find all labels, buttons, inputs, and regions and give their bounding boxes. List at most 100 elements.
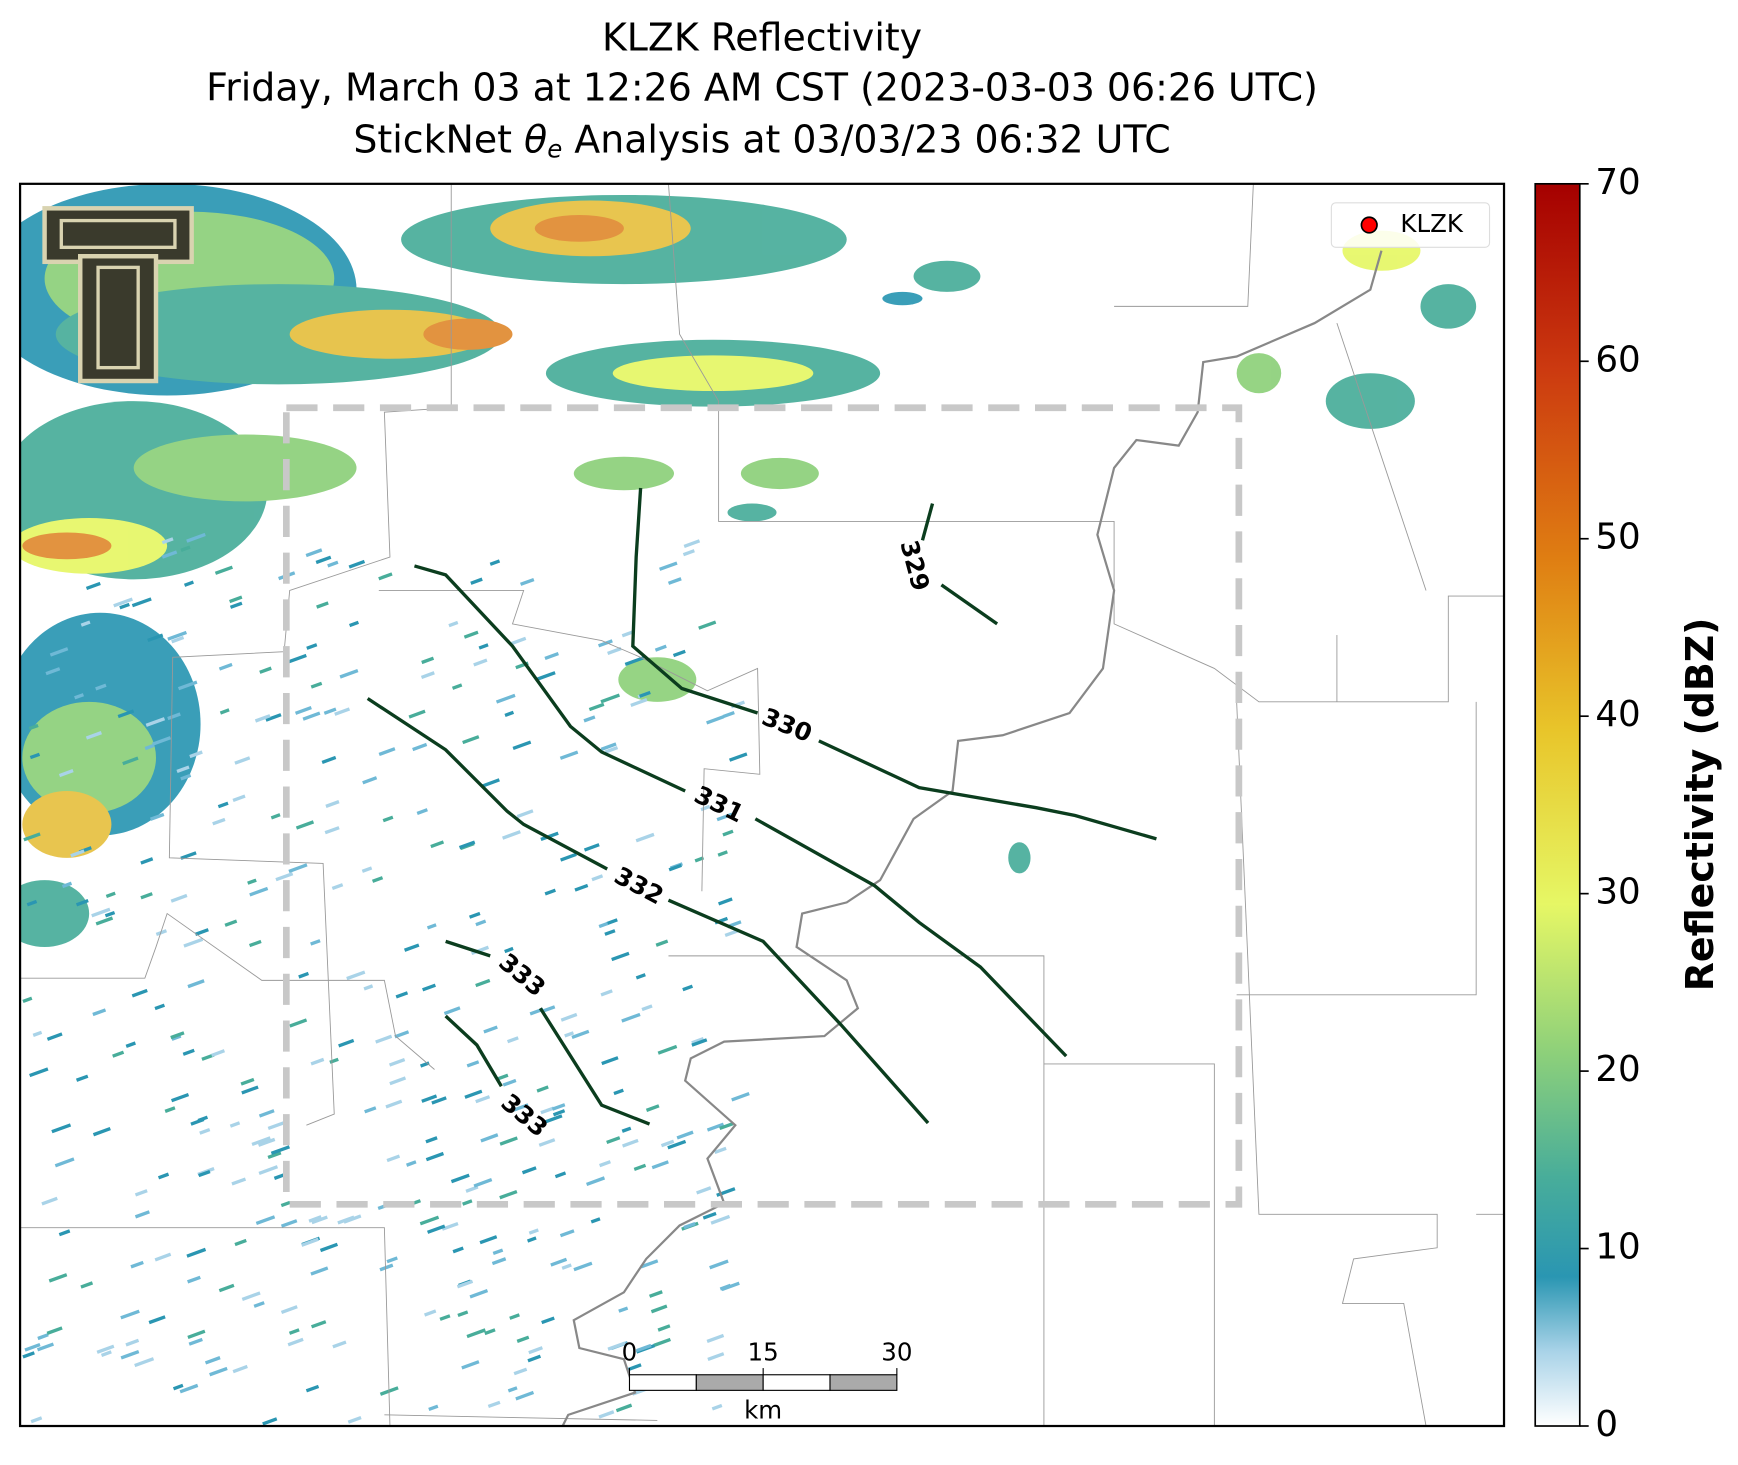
speckle — [462, 1199, 473, 1206]
speckle — [189, 750, 203, 759]
speckle — [479, 1235, 498, 1245]
speckle — [234, 1238, 247, 1247]
speckle — [183, 580, 194, 587]
speckle — [308, 1215, 322, 1223]
speckle — [645, 1104, 660, 1112]
speckle — [154, 1003, 166, 1011]
scale-tick-label: 15 — [748, 1338, 779, 1367]
speckle — [516, 809, 534, 819]
speckle — [600, 693, 620, 704]
speckle — [475, 1095, 491, 1104]
speckle — [294, 706, 312, 715]
speckle — [187, 979, 205, 989]
contour-line — [414, 564, 686, 793]
title-prefix: StickNet — [353, 117, 524, 161]
speckle — [667, 1139, 687, 1150]
speckle — [439, 1314, 451, 1321]
speckle — [598, 921, 609, 929]
speckle — [95, 916, 114, 926]
speckle — [731, 1092, 750, 1102]
speckle — [152, 736, 172, 746]
speckle — [470, 577, 483, 585]
speckle — [180, 851, 197, 860]
speckle — [480, 778, 500, 789]
speckle — [125, 1338, 140, 1347]
speckle — [621, 630, 634, 638]
speckle — [682, 984, 694, 992]
speckle — [214, 565, 233, 575]
speckle — [131, 597, 152, 608]
title-symbol: θ — [524, 117, 547, 161]
speckle — [469, 1289, 489, 1299]
speckle — [560, 1012, 578, 1022]
speckle — [404, 943, 420, 952]
speckle — [622, 1138, 639, 1148]
speckle — [170, 1092, 190, 1103]
speckle — [389, 1076, 407, 1086]
speckle — [288, 863, 308, 873]
speckle — [491, 1257, 507, 1266]
speckle — [280, 1200, 291, 1208]
speckle — [635, 832, 655, 843]
speckle — [288, 1328, 300, 1335]
speckle — [651, 1160, 669, 1170]
speckle — [480, 1133, 499, 1143]
speckle — [338, 1038, 355, 1048]
speckle — [74, 693, 84, 700]
speckle — [422, 983, 436, 992]
speckle — [161, 550, 178, 559]
speckle — [430, 840, 445, 849]
speckle — [201, 1053, 215, 1061]
speckle — [421, 1094, 438, 1103]
speckle — [85, 731, 102, 740]
speckle — [23, 832, 41, 842]
ttu-logo — [42, 206, 194, 384]
speckle — [443, 1006, 461, 1016]
speckle — [441, 1221, 459, 1231]
speckle — [676, 1130, 694, 1140]
speckle — [253, 1301, 265, 1308]
speckle — [75, 898, 89, 907]
colorbar-label: Reflectivity (dBZ) — [1678, 617, 1722, 991]
speckle — [504, 946, 514, 954]
speckle — [700, 804, 711, 812]
speckle — [588, 702, 605, 712]
speckle — [172, 1383, 184, 1391]
speckle — [624, 656, 645, 667]
speckle — [707, 1352, 725, 1362]
speckle — [234, 756, 251, 765]
speckle — [431, 1096, 447, 1105]
speckle — [24, 1342, 41, 1352]
speckle — [96, 1344, 115, 1354]
speckle — [464, 1089, 483, 1099]
speckle — [428, 1404, 439, 1412]
speckle — [718, 897, 733, 906]
speckle — [426, 923, 437, 930]
speckle — [180, 773, 192, 781]
speckle — [621, 1126, 632, 1133]
speckle — [586, 1176, 606, 1186]
speckle — [251, 1136, 271, 1147]
speckle — [559, 1229, 575, 1238]
speckle — [461, 1360, 480, 1370]
speckle — [633, 1163, 647, 1171]
scale-bar: 0 15 30 km — [622, 1338, 913, 1425]
speckle — [478, 643, 489, 650]
speckle — [51, 1123, 72, 1134]
legend-marker — [1360, 216, 1378, 234]
speckle — [540, 1106, 555, 1115]
speckle — [194, 928, 209, 936]
speckle — [641, 1004, 653, 1012]
speckle — [544, 651, 559, 660]
speckle — [170, 893, 188, 903]
speckle — [41, 1196, 58, 1206]
speckle — [657, 1324, 671, 1332]
speckle — [672, 649, 686, 658]
speckle — [714, 1146, 727, 1155]
speckle — [475, 978, 491, 988]
speckle — [75, 1074, 89, 1082]
speckle — [466, 1060, 480, 1068]
speckle — [270, 813, 281, 820]
speckle — [710, 1214, 731, 1225]
speckle — [45, 667, 61, 676]
